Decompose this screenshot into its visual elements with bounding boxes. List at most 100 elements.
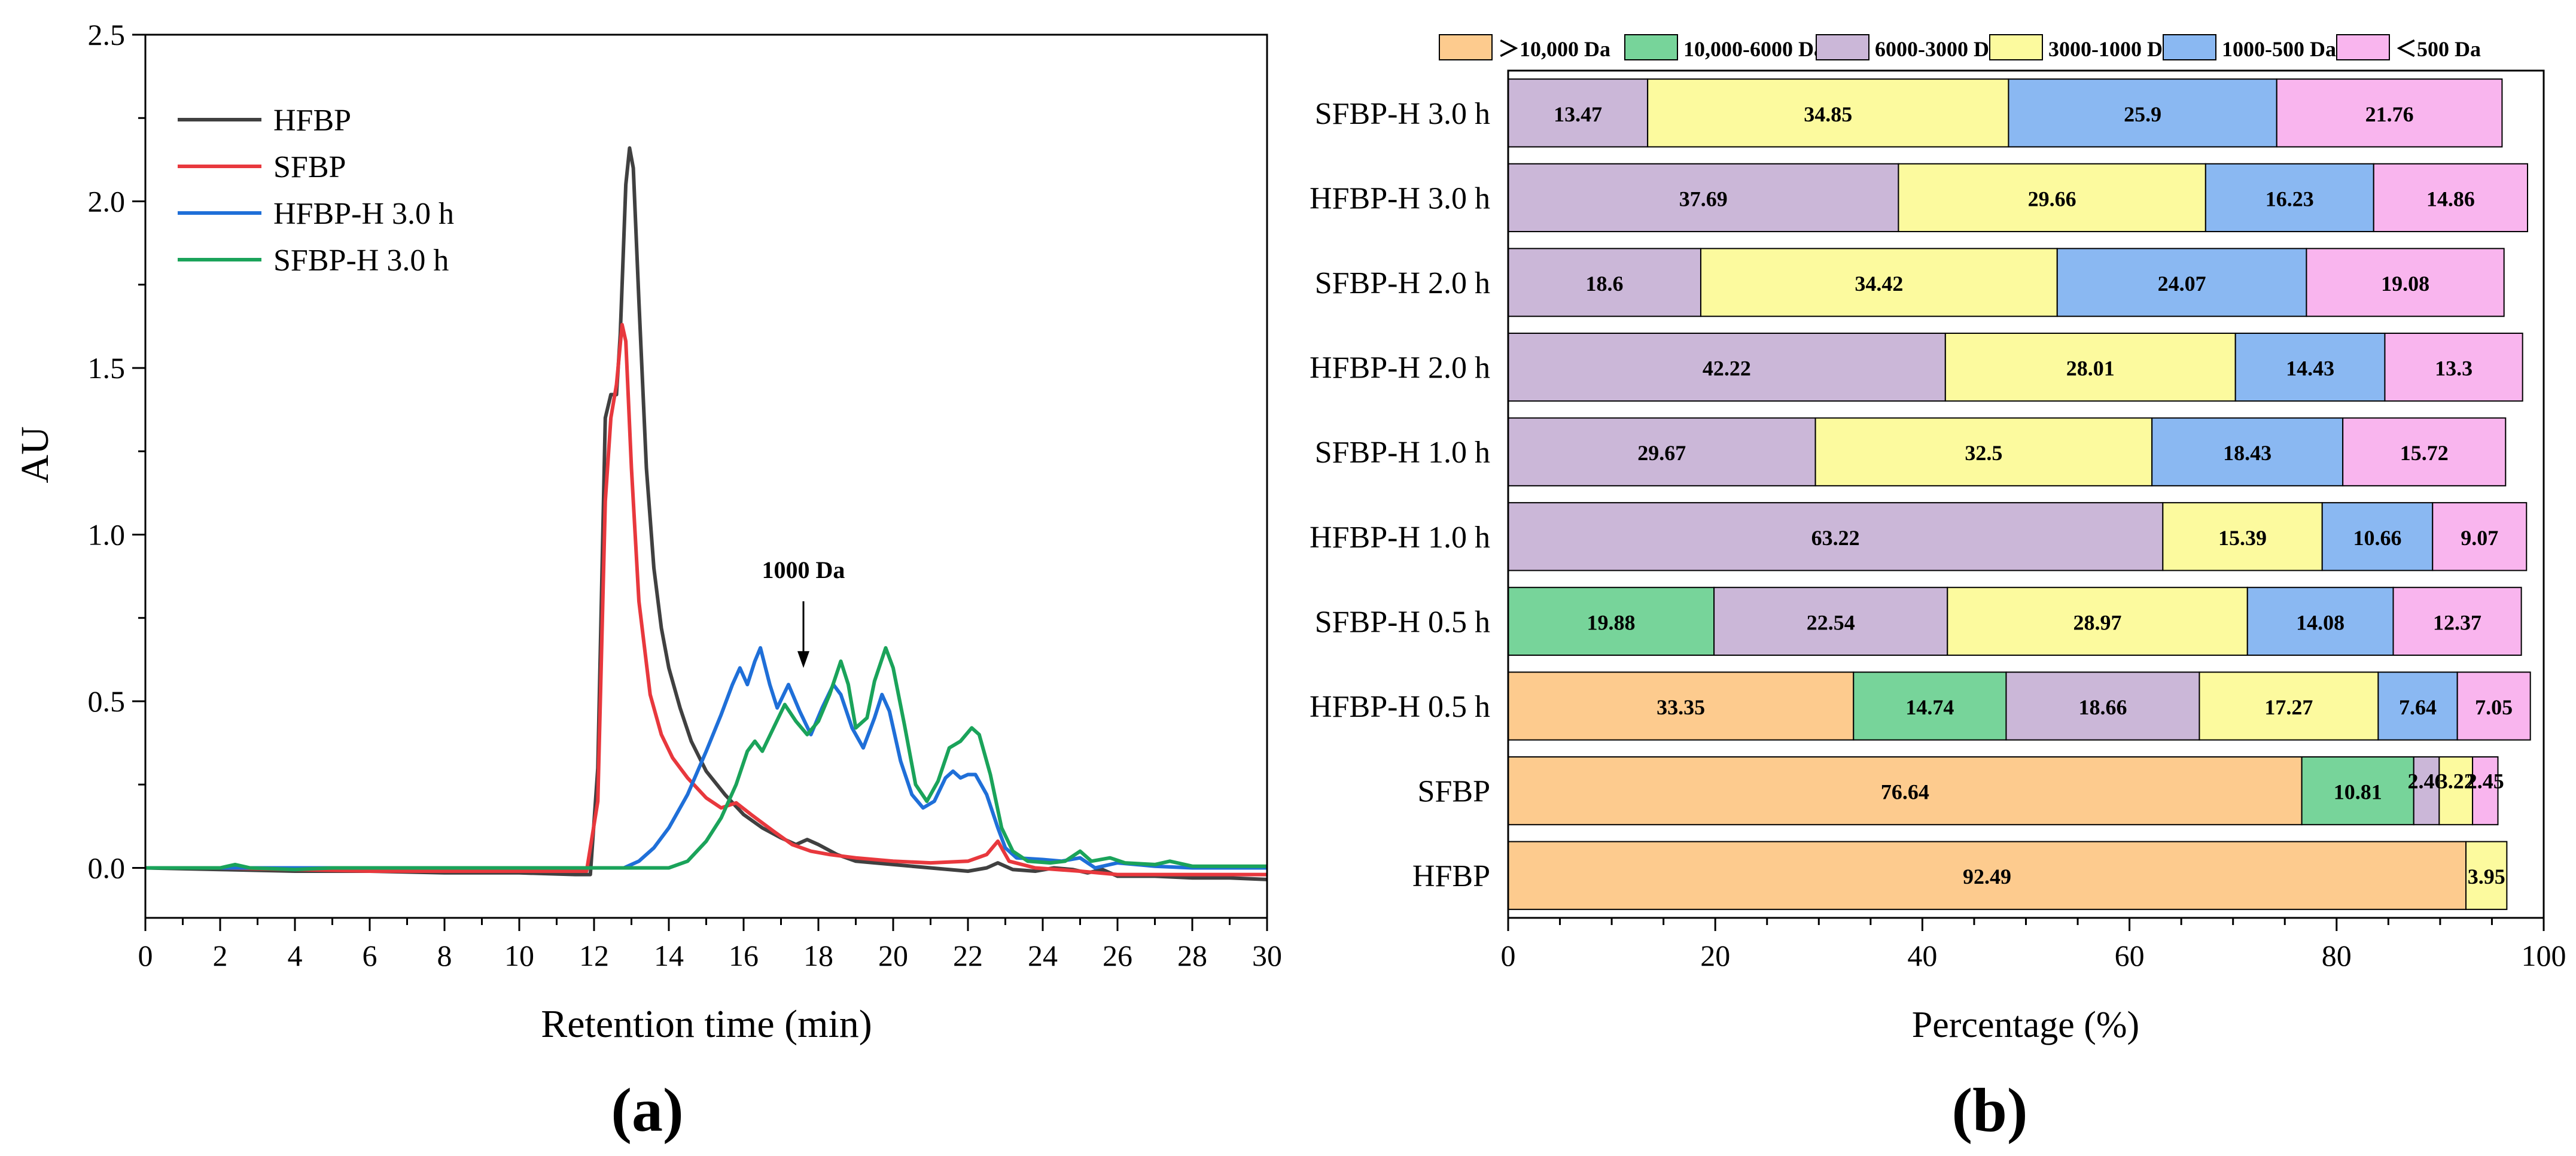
y-tick-label: 2.0	[88, 184, 126, 218]
bar-segment	[1713, 586, 1948, 656]
legend-label: SFBP	[273, 150, 346, 184]
bar-segment	[2392, 586, 2522, 656]
x-tick-label: 20	[1700, 939, 1730, 972]
x-tick-label: 22	[953, 939, 983, 972]
chromatogram-series-group	[145, 146, 1268, 881]
bar-segment	[1508, 332, 1946, 402]
bar-segment	[2384, 332, 2523, 402]
chromatogram-x-axis-label: Retention time (min)	[541, 1002, 872, 1046]
mw-category-labels: SFBP-H 3.0 h HFBP-H 3.0 h SFBP-H 2.0 h HFBP…	[1310, 97, 1490, 893]
bar-value-label: 28.01	[2066, 357, 2115, 381]
x-tick-label: 0	[1501, 939, 1516, 972]
bar-segment	[2162, 502, 2323, 571]
x-tick-label: 28	[1177, 939, 1207, 972]
bar-segment	[1508, 163, 1899, 233]
bar-segment	[2234, 332, 2386, 402]
bar-segment	[1508, 417, 1816, 486]
bar-segment	[2306, 248, 2505, 317]
bar-segment	[2005, 671, 2200, 741]
bar-segment	[1814, 417, 2153, 486]
bar-value-label: 34.42	[1855, 272, 1903, 296]
bar-value-label: 18.6	[1585, 272, 1623, 296]
bar-segment	[2199, 671, 2379, 741]
category-label: SFBP-H 2.0 h	[1315, 266, 1490, 300]
legend-label: HFBP-H 3.0 h	[273, 197, 454, 231]
bar-segment	[2342, 417, 2507, 486]
mw-x-ticks: 0 20 40 60 80 100	[1501, 918, 2566, 972]
y-tick-label: 0.0	[88, 851, 126, 884]
bar-segment	[1947, 586, 2248, 656]
bar-value-label: 32.5	[1965, 441, 2002, 465]
y-tick-label: 2.5	[88, 18, 126, 51]
x-tick-label: 6	[363, 939, 377, 972]
bar-segment	[1508, 671, 1855, 741]
bar-value-label: 22.54	[1807, 610, 1855, 634]
bar-value-label: 25.9	[2124, 102, 2161, 126]
bar-value-label: 21.76	[2365, 102, 2414, 126]
bar-value-label: 12.37	[2433, 610, 2481, 634]
y-tick-label: 0.5	[88, 685, 126, 718]
bar-segment	[1508, 502, 2164, 571]
legend-label: 1000-500 Da	[2222, 37, 2336, 61]
bar-segment	[1944, 332, 2236, 402]
x-tick-label: 2	[213, 939, 228, 972]
bar-value-label: 76.64	[1881, 780, 1929, 804]
bar-segment	[1647, 78, 2009, 148]
annotation-1000da-label: 1000 Da	[762, 556, 845, 583]
series-line-sfbp-h-3-0-h	[145, 646, 1267, 872]
bar-value-label: 7.64	[2399, 695, 2437, 719]
bar-value-label: 14.74	[1905, 695, 1954, 719]
x-tick-label: 100	[2522, 939, 2566, 972]
bar-value-label: 19.08	[2381, 272, 2429, 296]
bar-value-label: 16.23	[2266, 187, 2314, 211]
bar-value-label: 15.39	[2218, 526, 2267, 550]
bar-value-label: 3.95	[2468, 865, 2505, 889]
bar-value-label: 29.67	[1637, 441, 1686, 465]
x-tick-label: 12	[579, 939, 609, 972]
bar-value-label: 18.66	[2078, 695, 2127, 719]
bar-value-label: 14.08	[2296, 610, 2344, 634]
legend-label: ＜500 Da	[2395, 37, 2481, 61]
bar-value-label: 34.85	[1804, 102, 1852, 126]
bar-segment	[1508, 248, 1701, 317]
y-tick-label: 1.5	[88, 351, 126, 385]
x-tick-label: 80	[2322, 939, 2352, 972]
bar-value-label: 33.35	[1657, 695, 1705, 719]
series-line-sfbp	[145, 323, 1267, 877]
bar-value-label: 14.43	[2286, 357, 2334, 381]
bar-segment	[2151, 417, 2344, 486]
bar-segment	[1898, 163, 2206, 233]
x-tick-label: 4	[288, 939, 303, 972]
legend-swatch	[2336, 34, 2390, 60]
legend-label: 10,000-6000 Da	[1683, 37, 1825, 61]
x-tick-label: 14	[654, 939, 684, 972]
bar-segment	[2438, 756, 2474, 826]
bar-value-label: 42.22	[1703, 357, 1751, 381]
chromatogram-annotation: 1000 Da	[762, 556, 845, 668]
x-tick-label: 0	[138, 939, 153, 972]
bar-segment	[2008, 78, 2277, 148]
x-tick-label: 24	[1028, 939, 1058, 972]
mw-x-axis-label: Percentage (%)	[1912, 1005, 2139, 1045]
bar-value-label: 92.49	[1963, 865, 2011, 889]
mw-stacked-bars: 13.47 34.85 25.9 21.76 37.69 29.66 16.23 14.86 1…	[1508, 78, 2531, 910]
panel-label-b: (b)	[1951, 1076, 2027, 1145]
x-tick-label: 8	[437, 939, 452, 972]
bar-segment	[2377, 671, 2458, 741]
x-tick-label: 18	[803, 939, 833, 972]
legend-swatch	[1989, 34, 2043, 60]
mw-distribution-panel: ＞10,000 Da 10,000-6000 Da 6000-3000 Da 3000…	[1310, 34, 2566, 1145]
bar-value-label: 13.3	[2435, 357, 2473, 381]
legend-label: 6000-3000 Da	[1875, 37, 2000, 61]
bar-segment	[2321, 502, 2434, 571]
x-tick-label: 40	[1907, 939, 1937, 972]
category-label: SFBP-H 3.0 h	[1315, 97, 1490, 131]
bar-value-label: 3.22	[2437, 769, 2475, 793]
legend-swatch	[1439, 34, 1493, 60]
x-tick-label: 30	[1252, 939, 1282, 972]
category-label: HFBP-H 1.0 h	[1310, 521, 1490, 555]
legend-label: ＞10,000 Da	[1498, 37, 1610, 61]
category-label: HFBP-H 0.5 h	[1310, 690, 1490, 724]
bar-value-label: 9.07	[2461, 526, 2498, 550]
bar-value-label: 18.43	[2223, 441, 2271, 465]
